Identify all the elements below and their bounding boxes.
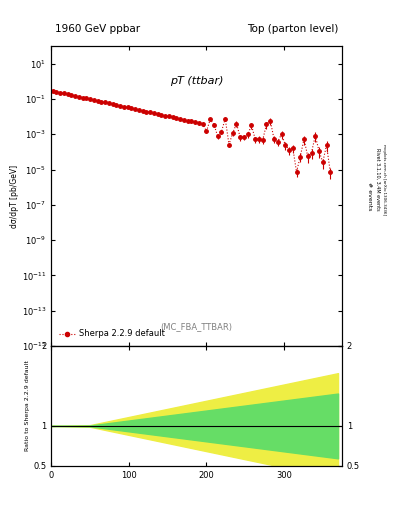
Y-axis label: dσ/dpT [pb/GeV]: dσ/dpT [pb/GeV] [10,164,19,228]
Y-axis label: # events: # events [367,182,372,210]
Text: pT (ttbar): pT (ttbar) [170,76,223,86]
Y-axis label: Ratio to Sherpa 2.2.9 default: Ratio to Sherpa 2.2.9 default [25,360,30,452]
Text: (MC_FBA_TTBAR): (MC_FBA_TTBAR) [160,322,233,331]
Text: mcplots.cern.ch [arXiv:1306.3436]: mcplots.cern.ch [arXiv:1306.3436] [382,144,386,215]
Text: 1960 GeV ppbar: 1960 GeV ppbar [55,24,140,34]
Text: Top (parton level): Top (parton level) [246,24,338,34]
Text: Rivet 3.1.10, 3.4M events: Rivet 3.1.10, 3.4M events [376,148,380,210]
Legend: Sherpa 2.2.9 default: Sherpa 2.2.9 default [55,326,169,342]
